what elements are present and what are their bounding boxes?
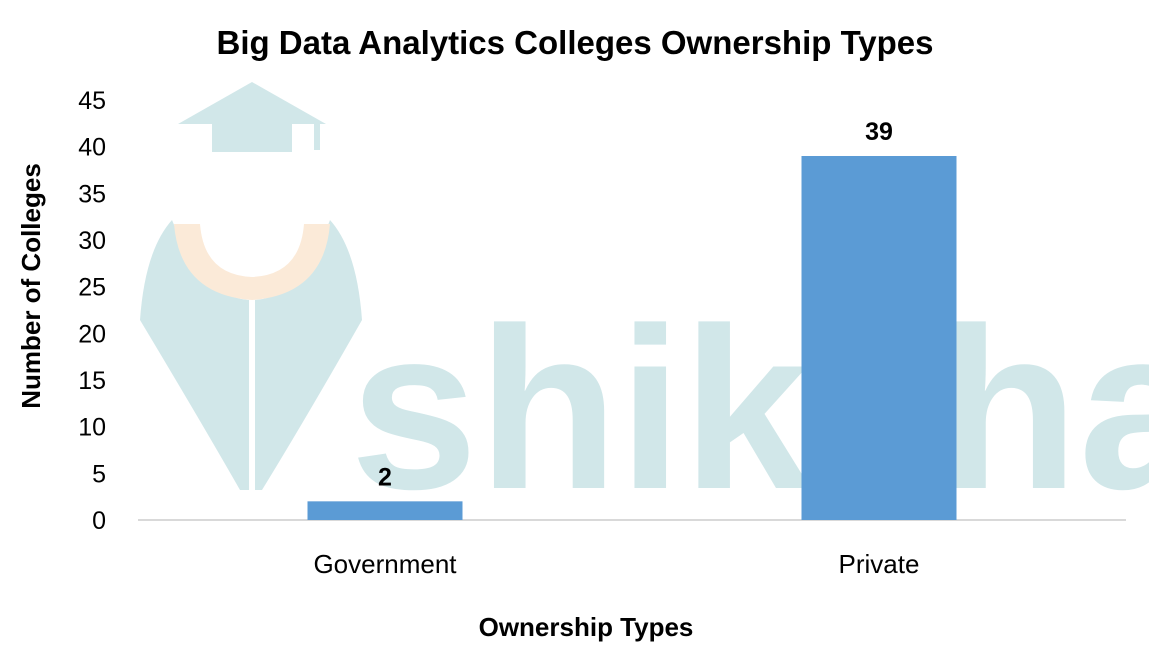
y-tick-label: 35 [78,180,106,208]
y-tick-label: 0 [92,507,106,535]
bar [307,501,463,520]
data-label: 2 [378,463,392,491]
y-tick-label: 45 [78,87,106,115]
y-tick-label: 30 [78,227,106,255]
chart-title: Big Data Analytics Colleges Ownership Ty… [216,24,933,61]
y-tick-label: 25 [78,274,106,302]
bar [801,156,957,520]
graduate-icon [140,82,362,490]
y-tick-label: 20 [78,320,106,348]
plot-area: 0 5 10 15 20 25 30 35 40 45 2 Government 39 Private [78,87,1126,579]
x-tick-label: Private [839,549,920,579]
y-tick-label: 5 [92,460,106,488]
data-label: 39 [865,118,893,146]
x-axis-title: Ownership Types [479,612,694,642]
y-tick-label: 10 [78,414,106,442]
x-tick-label: Government [313,549,457,579]
watermark: shiksha [140,82,1149,537]
y-tick-label: 15 [78,367,106,395]
y-tick-label: 40 [78,134,106,162]
y-axis-title: Number of Colleges [16,163,46,409]
watermark-text: shiksha [350,280,1149,537]
